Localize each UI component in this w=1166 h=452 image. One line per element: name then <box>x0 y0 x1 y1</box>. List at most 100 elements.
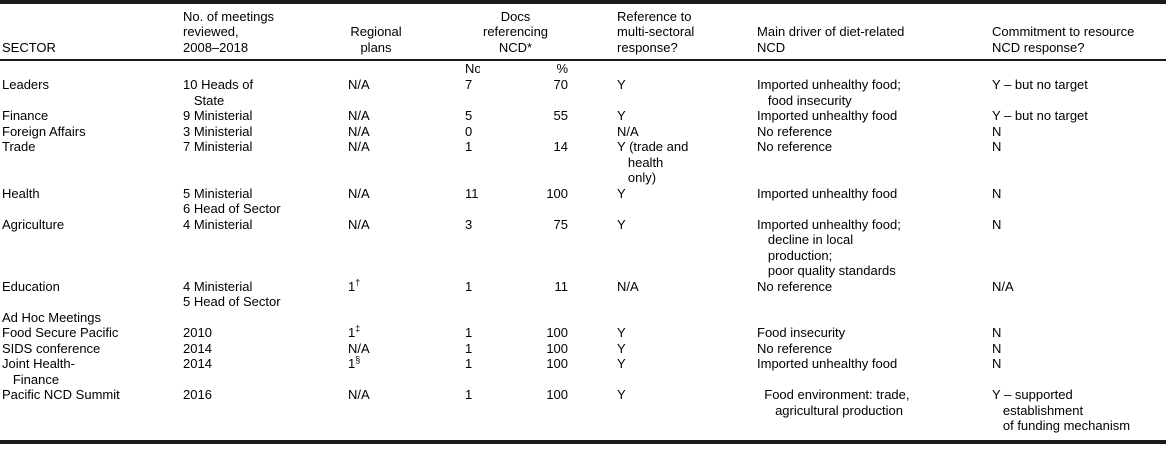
cell-pct: 11 <box>554 278 569 294</box>
table-row: Education 4 Ministerial 5 Head of Sector 1… <box>0 279 1166 310</box>
table-row: Finance 9 Ministerial N/A 5 55 Y Imported unhe… <box>0 108 1166 124</box>
table-row: Agriculture 4 Ministerial N/A 3 75 Y Imported … <box>0 217 1166 279</box>
cell-multi: Y <box>617 356 626 371</box>
cell-sector: Pacific NCD Summit <box>2 387 120 402</box>
cell-commit: N <box>992 185 1002 201</box>
cell-driver: Food insecurity <box>757 325 846 340</box>
cell-regional: N/A <box>348 185 370 201</box>
cell-pct: 75 <box>553 216 569 232</box>
cell-driver: No reference <box>757 278 833 294</box>
cell-regional: N/A <box>348 123 370 139</box>
cell-commit: N <box>992 356 1002 371</box>
header-multi-sectoral: Reference to multi-sectoral response? <box>585 2 756 61</box>
cell-sector: Foreign Affairs <box>2 123 86 139</box>
header-commitment: Commitment to resource NCD response? <box>990 2 1166 61</box>
cell-no: 1 <box>465 340 473 356</box>
cell-sector: SIDS conference <box>2 340 101 356</box>
cell-no: 1 <box>465 139 473 154</box>
cell-sector: Food Secure Pacific <box>2 325 119 340</box>
cell-pct: 100 <box>546 325 569 340</box>
cell-no: 0 <box>465 123 473 139</box>
header-meetings: No. of meetings reviewed, 2008–2018 <box>181 2 346 61</box>
cell-driver: No reference <box>757 340 833 356</box>
footnote-marker: ‡ <box>355 325 361 334</box>
table-row: Pacific NCD Summit 2016 N/A 1 100 Y Food envi… <box>0 387 1166 442</box>
section-header-row: Ad Hoc Meetings <box>0 310 1166 326</box>
cell-sector: Trade <box>2 139 36 154</box>
cell-pct: 70 <box>553 77 569 92</box>
cell-sector: Finance <box>2 108 49 123</box>
cell-multi: N/A <box>617 278 639 294</box>
sub-header-spacer <box>755 60 990 77</box>
sub-header-spacer <box>346 60 406 77</box>
cell-no: 5 <box>465 108 473 123</box>
cell-commit: Y – supported establishment of funding m… <box>992 387 1131 433</box>
cell-commit: Y – but no target <box>992 77 1088 92</box>
cell-driver: No reference <box>757 139 833 154</box>
footnote-marker: † <box>355 278 361 288</box>
cell-pct: 55 <box>553 108 569 123</box>
table-row: Trade 7 Ministerial N/A 1 14 Y (trade and hea… <box>0 139 1166 186</box>
cell-commit: N <box>992 340 1002 356</box>
cell-no: 3 <box>465 216 473 232</box>
cell-commit: N <box>992 325 1002 340</box>
header-docs-referencing-ncd: Docs referencing NCD* <box>406 2 586 61</box>
cell-sector: Health <box>2 185 40 201</box>
table-row: Foreign Affairs 3 Ministerial N/A 0 N/A No re… <box>0 124 1166 140</box>
table-header: SECTOR No. of meetings reviewed, 2008–20… <box>0 2 1166 77</box>
sub-header-pct: % <box>556 61 569 76</box>
cell-regional: 1‡ <box>348 325 361 340</box>
header-row: SECTOR No. of meetings reviewed, 2008–20… <box>0 2 1166 61</box>
cell-commit: Y – but no target <box>992 108 1088 123</box>
cell-sector: Joint Health- Finance <box>2 356 75 387</box>
cell-meetings: 7 Ministerial <box>183 139 253 154</box>
cell-pct <box>480 124 585 140</box>
cell-commit: N <box>992 123 1002 139</box>
table-body: Leaders 10 Heads of State N/A 7 70 Y Imported … <box>0 77 1166 442</box>
cell-meetings: 2014 <box>183 340 212 356</box>
cell-driver: Imported unhealthy food <box>757 185 898 201</box>
cell-sector: Agriculture <box>2 216 65 232</box>
cell-multi: Y <box>617 108 626 123</box>
table-row: Health 5 Ministerial 6 Head of Sector N/A 1… <box>0 186 1166 217</box>
footnote-marker: § <box>355 356 361 365</box>
cell-driver: Imported unhealthy food <box>757 356 898 371</box>
cell-no: 1 <box>465 387 473 402</box>
cell-driver: Food environment: trade, agricultural pr… <box>764 387 910 418</box>
cell-driver: Imported unhealthy food; food insecurity <box>757 77 901 108</box>
section-title: Ad Hoc Meetings <box>2 309 101 325</box>
cell-multi: N/A <box>617 123 639 139</box>
sub-header-row: No. % <box>0 60 1166 77</box>
cell-no: 7 <box>465 77 473 92</box>
cell-regional: N/A <box>348 77 370 92</box>
cell-meetings: 9 Ministerial <box>183 108 253 123</box>
cell-meetings: 3 Ministerial <box>183 123 253 139</box>
sub-header-spacer <box>181 60 346 77</box>
sub-header-spacer <box>585 60 755 77</box>
cell-driver: No reference <box>757 123 833 139</box>
header-regional-plans: Regional plans <box>346 2 406 61</box>
sub-header-spacer <box>0 60 181 77</box>
cell-meetings: 4 Ministerial <box>183 216 253 232</box>
cell-regional: N/A <box>348 340 370 356</box>
cell-multi: Y <box>617 185 626 201</box>
cell-driver: Imported unhealthy food <box>757 108 898 123</box>
cell-multi: Y <box>617 77 626 92</box>
cell-multi: Y <box>617 387 626 402</box>
cell-regional: N/A <box>348 387 370 402</box>
cell-pct: 100 <box>546 340 569 356</box>
cell-no: 1 <box>465 356 473 371</box>
cell-regional: N/A <box>348 216 370 232</box>
cell-no: 11 <box>465 185 479 201</box>
cell-sector: Education <box>2 278 60 294</box>
cell-multi: Y <box>617 325 626 340</box>
cell-regional: 1† <box>348 278 361 294</box>
cell-commit: N/A <box>992 278 1014 294</box>
cell-commit: N <box>992 139 1002 154</box>
cell-no: 1 <box>465 278 473 294</box>
table-row: SIDS conference 2014 N/A 1 100 Y No reference N <box>0 341 1166 357</box>
header-sector: SECTOR <box>0 2 181 61</box>
cell-meetings: 2014 <box>183 356 212 371</box>
cell-pct: 100 <box>546 387 569 402</box>
table-row: Joint Health- Finance 2014 1§ 1 100 Y Imported… <box>0 356 1166 387</box>
